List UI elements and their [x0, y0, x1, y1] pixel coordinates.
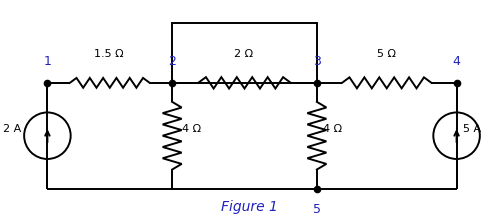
Text: 1.5 Ω: 1.5 Ω — [94, 49, 124, 59]
Bar — [172, 23, 317, 83]
Text: 2 Ω: 2 Ω — [234, 49, 253, 59]
Text: 4: 4 — [453, 54, 461, 68]
Text: 5 A: 5 A — [463, 124, 481, 134]
Text: 3: 3 — [313, 54, 321, 68]
Text: 1: 1 — [43, 54, 51, 68]
Text: 4 Ω: 4 Ω — [323, 124, 342, 134]
Text: 2 A: 2 A — [3, 124, 21, 134]
Text: 2: 2 — [168, 54, 176, 68]
Text: Figure 1: Figure 1 — [221, 200, 278, 214]
Text: 4 Ω: 4 Ω — [182, 124, 201, 134]
Text: 5: 5 — [313, 203, 321, 216]
Text: 5 Ω: 5 Ω — [377, 49, 396, 59]
